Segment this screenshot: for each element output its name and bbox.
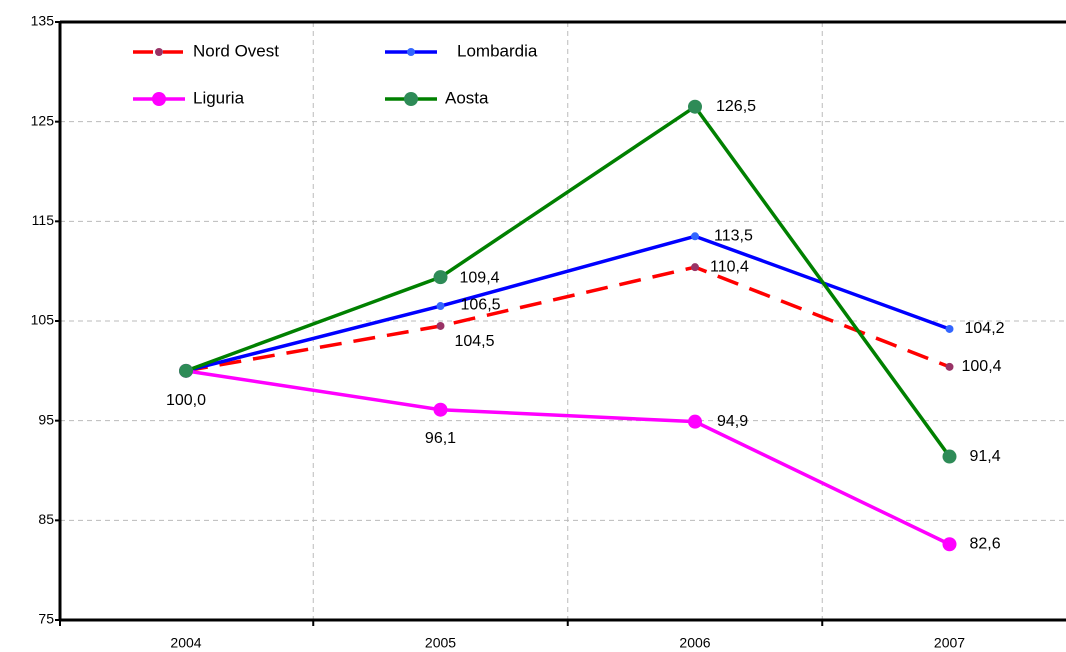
marker: [691, 263, 699, 272]
marker: [433, 402, 448, 417]
x-tick-label: 2005: [425, 635, 456, 651]
marker: [945, 362, 954, 371]
marker: [436, 302, 445, 311]
value-label: 126,5: [716, 98, 756, 115]
value-label: 91,4: [970, 448, 1001, 465]
value-label: 100,4: [962, 358, 1002, 375]
legend-marker: [404, 92, 418, 106]
marker: [688, 414, 702, 429]
value-label: 82,6: [970, 535, 1001, 552]
legend-marker: [155, 48, 163, 56]
legend-label: Liguria: [193, 88, 245, 107]
legend-label: Lombardia: [457, 41, 538, 60]
y-tick-label: 75: [38, 611, 54, 627]
value-label: 94,9: [717, 413, 748, 430]
x-tick-label: 2004: [170, 635, 201, 651]
value-label: 106,5: [461, 296, 501, 313]
y-tick-label: 115: [32, 212, 55, 228]
series-line: [185, 265, 951, 373]
x-tick-label: 2006: [679, 635, 710, 651]
marker: [433, 270, 448, 285]
marker: [688, 99, 702, 114]
y-tick-label: 95: [38, 411, 54, 427]
value-label: 110,4: [710, 258, 749, 275]
value-label: 113,5: [714, 228, 753, 245]
legend-marker: [407, 48, 415, 56]
marker: [436, 321, 445, 330]
series-line: [185, 369, 951, 546]
value-label: 104,2: [965, 320, 1005, 337]
x-tick-label: 2007: [934, 635, 965, 651]
series-line: [185, 104, 951, 458]
marker: [942, 537, 957, 552]
marker: [691, 232, 699, 241]
legend-label: Aosta: [445, 88, 489, 107]
marker: [179, 363, 193, 378]
y-tick-label: 105: [31, 312, 55, 328]
value-label: 100,0: [166, 392, 206, 409]
legend-marker: [152, 92, 166, 106]
value-label: 96,1: [425, 430, 456, 447]
value-label: 109,4: [460, 269, 500, 286]
value-label: 104,5: [454, 333, 494, 350]
y-tick-label: 135: [31, 13, 55, 29]
y-tick-label: 85: [38, 511, 54, 527]
y-tick-label: 125: [31, 112, 55, 128]
marker: [945, 324, 954, 333]
marker: [942, 449, 957, 464]
legend-label: Nord Ovest: [193, 41, 279, 60]
